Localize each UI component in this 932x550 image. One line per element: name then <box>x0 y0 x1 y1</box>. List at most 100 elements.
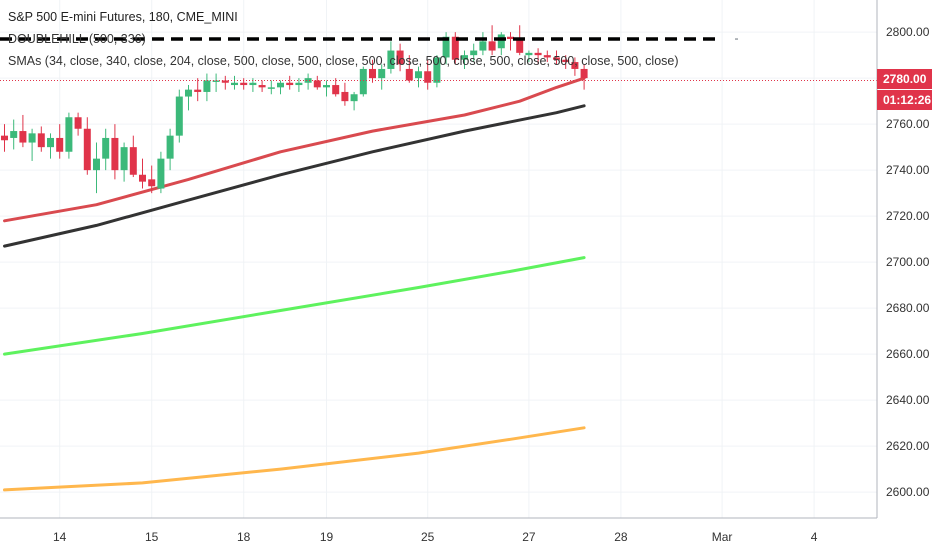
time-tick-label: 19 <box>319 530 334 544</box>
candle-body <box>525 52 533 56</box>
candle-body <box>415 71 422 79</box>
candle-body <box>277 82 284 88</box>
candle-down <box>424 59 432 90</box>
candle-up <box>387 41 395 74</box>
candle-body <box>175 96 183 136</box>
candle-down <box>553 50 560 65</box>
price-tick-label: 2680.00 <box>886 301 930 316</box>
time-tick-label: 18 <box>237 530 251 544</box>
time-tick-label: 28 <box>614 530 628 544</box>
sma-line-1 <box>3 76 586 223</box>
price-tick-label: 2760.00 <box>886 117 930 132</box>
candle-down <box>369 59 376 83</box>
candle-body <box>65 117 73 152</box>
candle-up <box>267 80 275 95</box>
candle-body <box>507 36 514 40</box>
candle-body <box>553 57 560 60</box>
candle-up <box>415 66 422 88</box>
candle-down <box>451 32 459 65</box>
time-tick-label: 14 <box>53 530 67 544</box>
candle-body <box>37 133 45 148</box>
candle-body <box>424 71 432 83</box>
candle-down <box>396 43 404 72</box>
candle-down <box>111 124 119 180</box>
candle-body <box>313 80 321 88</box>
candle-body <box>221 80 229 83</box>
candle-body <box>295 82 303 86</box>
candle-up <box>525 50 533 63</box>
candle-down <box>313 75 321 90</box>
candle-up <box>323 80 330 97</box>
candle-down <box>139 158 146 189</box>
chart-grid <box>0 0 877 518</box>
candle-body <box>1 135 8 141</box>
candle-up <box>378 64 386 90</box>
sma-line-4 <box>3 426 586 492</box>
candle-body <box>534 52 542 56</box>
indicator-smas-label[interactable]: SMAs (34, close, 340, close, 204, close,… <box>8 54 679 68</box>
candle-up <box>185 85 192 111</box>
candle-body <box>83 128 91 171</box>
candle-body <box>240 82 248 86</box>
candle-body <box>120 147 128 171</box>
candle-up <box>295 78 303 92</box>
candle-down <box>580 64 588 90</box>
candle-body <box>19 131 27 143</box>
last-price-tag: 2780.00 <box>877 69 932 89</box>
candle-down <box>148 165 156 194</box>
price-tick-label: 2620.00 <box>886 439 930 454</box>
candle-up <box>203 73 211 102</box>
candle-body <box>562 59 570 63</box>
candle-up <box>65 112 73 159</box>
candle-down <box>37 126 45 152</box>
candle-body <box>396 50 404 65</box>
candle-down <box>194 78 202 102</box>
candle-body <box>93 158 100 171</box>
candle-body <box>451 36 459 60</box>
candle-down <box>74 112 82 136</box>
candle-body <box>433 57 441 83</box>
candle-up <box>359 66 367 97</box>
candle-body <box>543 55 551 58</box>
candle-down <box>332 78 340 97</box>
time-tick-label: 4 <box>810 530 818 544</box>
candle-up <box>231 75 238 90</box>
candle-body <box>516 39 524 53</box>
candle-body <box>580 68 588 79</box>
price-tick-label: 2640.00 <box>886 393 930 408</box>
candle-up <box>175 89 183 143</box>
candle-down <box>488 25 496 56</box>
candle-up <box>470 43 478 63</box>
candle-down <box>543 50 551 63</box>
price-tick-label: 2720.00 <box>886 209 930 224</box>
candle-body <box>350 94 358 102</box>
time-tick-label: Mar <box>711 530 733 544</box>
candle-body <box>470 50 478 56</box>
candle-up <box>93 142 100 194</box>
price-tick-label: 2660.00 <box>886 347 930 362</box>
candle-down <box>221 75 229 90</box>
price-tick-label: 2740.00 <box>886 163 930 178</box>
sma-lines <box>3 76 586 492</box>
candle-up <box>10 119 18 150</box>
candle-body <box>249 82 257 86</box>
candle-up <box>304 73 312 90</box>
candle-body <box>185 89 192 97</box>
candle-up <box>350 91 358 111</box>
candle-body <box>148 179 156 187</box>
candle-up <box>497 32 505 56</box>
candle-body <box>387 50 395 69</box>
candle-down <box>129 135 137 178</box>
candle-body <box>442 36 450 58</box>
candle-body <box>166 135 174 159</box>
candle-body <box>323 85 330 88</box>
price-tick-label: 2700.00 <box>886 255 930 270</box>
candle-body <box>369 68 376 79</box>
candle-body <box>267 87 275 89</box>
indicator-doublehill-label[interactable]: DOUBLEHILL (500, 336) <box>8 32 146 46</box>
price-tick-label: 2800.00 <box>886 25 930 40</box>
candle-up <box>120 142 128 182</box>
candle-body <box>139 174 146 182</box>
candle-body <box>56 137 64 152</box>
